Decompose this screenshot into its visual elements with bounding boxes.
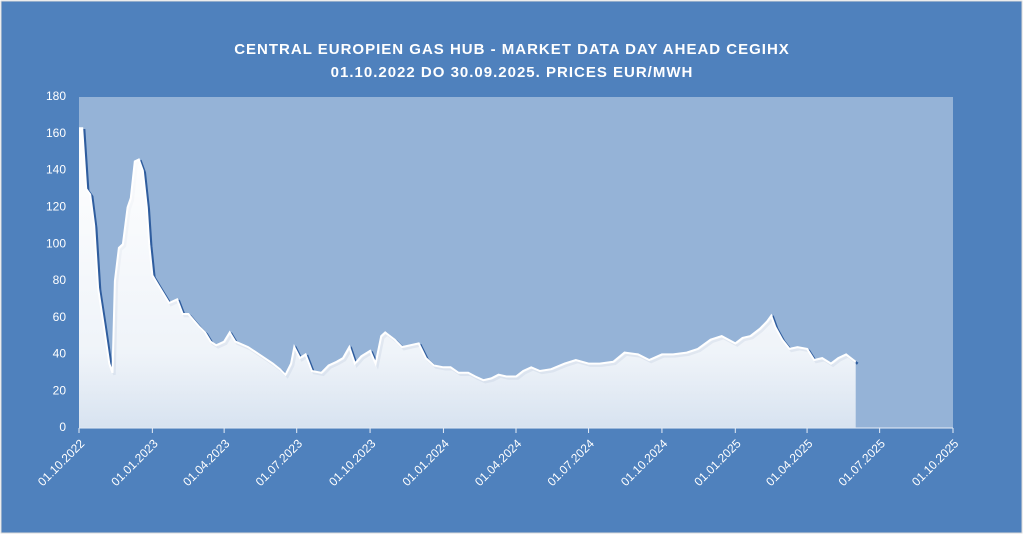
- y-tick-label: 80: [53, 273, 67, 287]
- y-tick-label: 0: [59, 420, 66, 434]
- y-tick-label: 140: [46, 163, 66, 177]
- series-line: [79, 127, 857, 382]
- y-tick-label: 100: [46, 236, 66, 250]
- area: [79, 128, 856, 429]
- y-tick-label: 120: [46, 200, 66, 214]
- y-tick-label: 180: [46, 89, 66, 103]
- chart-subtitle: 01.10.2022 DO 30.09.2025. PRICES EUR/MWH: [331, 64, 694, 81]
- chart-title: CENTRAL EUROPIEN GAS HUB - MARKET DATA D…: [234, 41, 790, 58]
- y-tick-label: 20: [53, 383, 67, 397]
- y-tick-label: 160: [46, 126, 66, 140]
- y-tick-label: 60: [53, 310, 67, 324]
- y-tick-label: 40: [53, 347, 67, 361]
